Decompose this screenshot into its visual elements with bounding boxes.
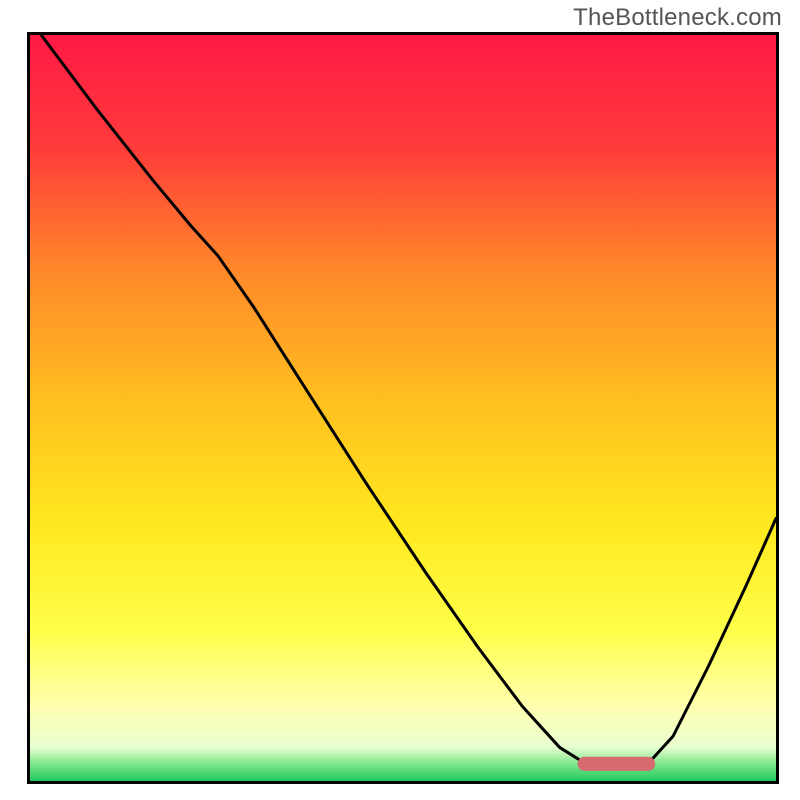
optimal-marker (578, 757, 656, 771)
watermark-text: TheBottleneck.com (573, 4, 782, 32)
bottleneck-chart (27, 32, 779, 784)
gradient-fill (30, 35, 776, 781)
